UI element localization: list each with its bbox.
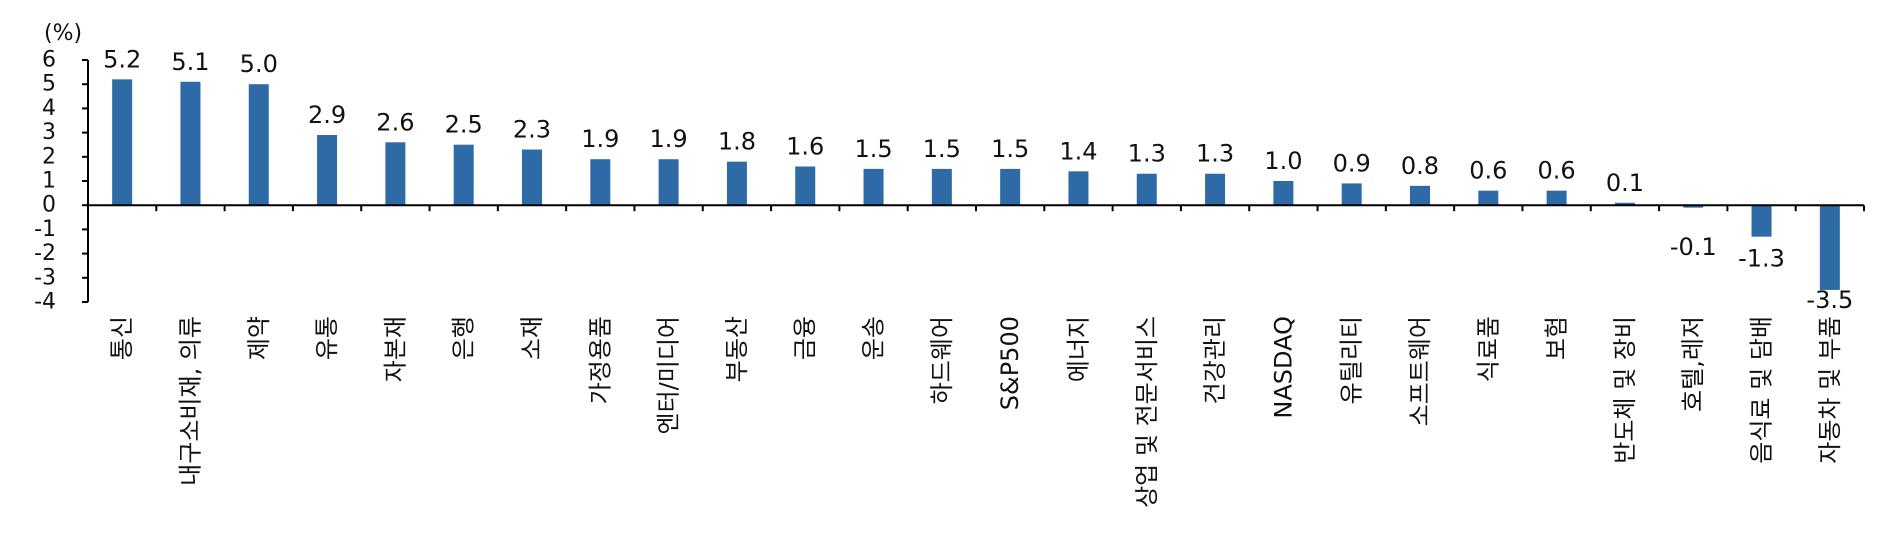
bar xyxy=(1614,202,1635,206)
category-label: S&P500 xyxy=(996,316,1024,410)
bars xyxy=(112,79,1840,290)
bar xyxy=(1068,171,1089,206)
data-label: 5.2 xyxy=(103,45,141,73)
data-label: 1.5 xyxy=(991,135,1029,163)
bar xyxy=(658,159,679,206)
category-label: 소재 xyxy=(518,316,546,360)
bar xyxy=(1205,173,1226,206)
data-label: 1.3 xyxy=(1196,140,1234,168)
bar xyxy=(317,135,338,206)
category-label: 유통 xyxy=(313,316,341,360)
bar xyxy=(112,79,133,206)
data-label: -1.3 xyxy=(1738,245,1785,273)
bar xyxy=(1136,173,1157,206)
category-label: 보험 xyxy=(1543,316,1571,360)
bar xyxy=(453,144,474,206)
category-label: 금융 xyxy=(791,316,819,360)
bar xyxy=(248,84,269,206)
data-label: 1.9 xyxy=(650,125,688,153)
data-label: 0.8 xyxy=(1401,152,1439,180)
y-tick-label: -2 xyxy=(34,241,56,266)
bar xyxy=(590,159,611,206)
category-label: 에너지 xyxy=(1064,316,1092,382)
data-label: 2.3 xyxy=(513,116,551,144)
bar xyxy=(863,168,884,206)
data-label: 5.1 xyxy=(171,48,209,76)
bar xyxy=(726,161,747,206)
category-label: 음식료 및 담배 xyxy=(1748,316,1776,464)
category-label: 자본재 xyxy=(381,316,409,382)
bar xyxy=(180,81,201,206)
category-label: 소프트웨어 xyxy=(1406,316,1434,426)
category-label: 은행 xyxy=(450,316,478,360)
bar xyxy=(522,149,542,206)
category-label: 가정용품 xyxy=(586,316,614,404)
y-axis-unit-label: (%) xyxy=(44,21,82,46)
data-label: 5.0 xyxy=(240,50,278,78)
category-label: 호텔,레저 xyxy=(1679,316,1707,412)
y-tick-label: -1 xyxy=(34,217,56,242)
data-label: 1.5 xyxy=(854,135,892,163)
y-tick-label: 6 xyxy=(42,48,56,73)
data-label: 1.4 xyxy=(1059,137,1097,165)
data-label: 1.6 xyxy=(786,132,824,160)
category-label: 제약 xyxy=(245,316,273,360)
bar xyxy=(1000,168,1021,206)
bar xyxy=(1273,181,1294,206)
bar xyxy=(1341,183,1362,206)
data-label: 0.9 xyxy=(1333,149,1371,177)
bar xyxy=(1751,205,1772,237)
data-label: -0.1 xyxy=(1670,233,1717,261)
bar xyxy=(385,142,406,206)
data-label: 1.8 xyxy=(718,128,756,156)
y-tick-label: 3 xyxy=(42,120,56,145)
category-label: 통신 xyxy=(108,316,136,360)
category-labels: 통신 내구소비재, 의류 제약 유통 자본재 은행 소재 가정용품 엔터/미디어 부동산 금융 운송 하… xyxy=(108,316,1844,508)
y-tick-label: 5 xyxy=(42,72,56,97)
y-tick-label: 4 xyxy=(42,96,56,121)
category-label: 유틸리티 xyxy=(1338,316,1366,404)
category-label: 식료품 xyxy=(1474,316,1502,382)
category-label: 하드웨어 xyxy=(928,316,956,404)
bar xyxy=(931,168,952,206)
data-labels: 5.2 5.1 5.0 2.9 2.6 2.5 2.3 1.9 1.9 1.8 1.6 1.5 1.5 1… xyxy=(103,45,1853,314)
y-tick-label: -3 xyxy=(34,265,56,290)
data-label: 0.6 xyxy=(1469,157,1507,185)
bar xyxy=(1546,190,1567,206)
data-label: 2.9 xyxy=(308,101,346,129)
data-label: 2.5 xyxy=(445,111,483,139)
data-label: 1.0 xyxy=(1264,147,1302,175)
data-label: 1.9 xyxy=(581,125,619,153)
x-axis xyxy=(87,204,1865,212)
bar xyxy=(795,166,816,206)
data-label: 2.6 xyxy=(376,108,414,136)
data-label: 0.1 xyxy=(1606,169,1644,197)
category-label: 자동차 및 부품 xyxy=(1816,316,1844,464)
bar xyxy=(1819,205,1840,290)
category-label: 부동산 xyxy=(723,316,751,382)
data-label: -3.5 xyxy=(1806,286,1853,314)
category-label: 운송 xyxy=(860,316,888,360)
data-label: 1.3 xyxy=(1128,140,1166,168)
category-label: 건강관리 xyxy=(1201,316,1229,404)
y-tick-label: 0 xyxy=(42,193,56,218)
category-label: 엔터/미디어 xyxy=(655,316,683,435)
y-tick-label: 2 xyxy=(42,144,56,169)
category-label: 상업 및 전문서비스 xyxy=(1133,316,1161,508)
bar xyxy=(1410,185,1430,206)
category-label: NASDAQ xyxy=(1269,316,1297,419)
y-tick-label: 1 xyxy=(42,169,56,194)
data-label: 1.5 xyxy=(923,135,961,163)
data-label: 0.6 xyxy=(1538,157,1576,185)
category-label: 내구소비재, 의류 xyxy=(176,316,204,486)
bar xyxy=(1683,205,1704,208)
y-tick-label: -4 xyxy=(34,290,56,315)
category-label: 반도체 및 장비 xyxy=(1611,316,1639,464)
bar xyxy=(1478,190,1499,206)
